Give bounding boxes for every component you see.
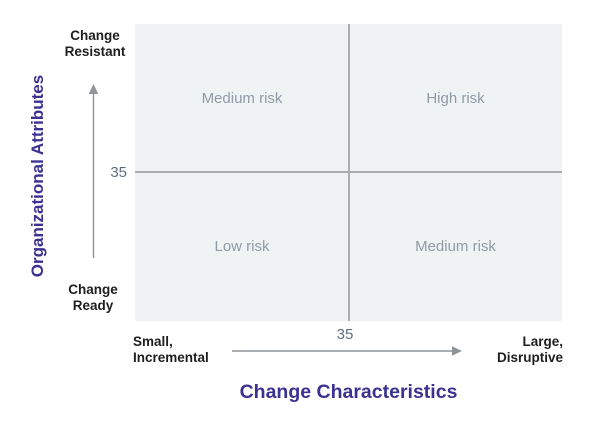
y-axis-tick-35: 35 (110, 164, 127, 181)
up-arrow-icon (88, 84, 99, 258)
x-axis-label-small-incremental: Small, Incremental (133, 334, 209, 365)
quadrant-plot-area: Medium risk High risk Low risk Medium ri… (135, 24, 562, 321)
quadrant-label-bottom-right: Medium risk (415, 238, 496, 255)
y-axis-label-change-ready: Change Ready (68, 282, 118, 313)
horizontal-divider-line (135, 171, 562, 173)
quadrant-label-top-left: Medium risk (201, 89, 283, 107)
x-axis-label-large-disruptive: Large, Disruptive (496, 334, 563, 365)
quadrant-label-top-right: High risk (426, 89, 485, 107)
quadrant-label-bottom-left: Low risk (214, 238, 270, 255)
y-axis-label-change-resistant: Change Resistant (64, 28, 126, 59)
y-axis-title: Organizational Attributes (28, 74, 47, 278)
x-axis-title: Change Characteristics (239, 381, 458, 403)
x-axis-tick-35: 35 (336, 326, 354, 343)
right-arrow-icon (232, 346, 462, 356)
vertical-divider-line (348, 24, 350, 321)
